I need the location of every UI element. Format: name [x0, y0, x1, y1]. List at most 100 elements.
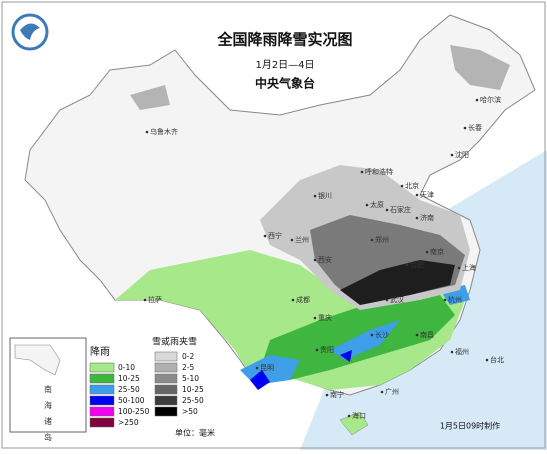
snow-swatch [154, 395, 178, 406]
title: 全国降雨降雪实况图 [216, 31, 352, 49]
city-dot [415, 216, 419, 220]
rain-swatch [89, 395, 115, 406]
snow-swatch [154, 406, 178, 417]
rain-swatch [89, 417, 115, 428]
city-label: 乌鲁木齐 [150, 127, 178, 136]
made-time: 1月5日09时制作 [440, 421, 500, 431]
city-dot [315, 348, 319, 352]
snow-swatch [154, 351, 178, 362]
unit: 单位：毫米 [175, 428, 215, 438]
city-label: 上海 [462, 263, 476, 272]
city-dot [415, 333, 419, 337]
city-label: 台北 [490, 355, 504, 364]
city-dot [380, 390, 384, 394]
city-label: 武汉 [390, 295, 404, 304]
snow-legend-title: 雪或雨夹雪 [152, 336, 197, 348]
rain-swatch [89, 373, 115, 384]
city-label: 石家庄 [390, 205, 411, 214]
snow-area-heaviest [340, 260, 455, 305]
date-range: 1月2日—4日 [255, 59, 314, 71]
inset-coast [14, 344, 61, 376]
snow-label: 5-10 [182, 374, 199, 383]
city-label: 拉萨 [148, 295, 162, 304]
city-label: 呼和浩特 [365, 167, 393, 176]
rain-swatch [89, 362, 115, 373]
city-label: 济南 [420, 213, 434, 222]
rain-label: 10-25 [118, 374, 140, 383]
city-label: 西安 [318, 255, 332, 264]
city-label: 太原 [370, 200, 384, 209]
city-label: 郑州 [375, 236, 389, 244]
city-dot [457, 266, 461, 270]
city-dot [347, 414, 351, 418]
city-dot [385, 208, 389, 212]
city-dot [385, 298, 389, 302]
city-dot [370, 333, 374, 337]
city-dot [263, 234, 267, 238]
city-label: 福州 [455, 347, 469, 356]
logo [11, 13, 49, 51]
snow-label: >50 [182, 407, 198, 416]
city-dot [450, 153, 454, 157]
snow-swatch [154, 384, 178, 395]
city-label: 南京 [430, 247, 444, 256]
city-dot [425, 250, 429, 254]
city-dot [360, 170, 364, 174]
city-label: 南昌 [420, 330, 434, 339]
rain-label: 50-100 [118, 396, 145, 405]
snow-swatch [154, 362, 178, 373]
city-dot [450, 350, 454, 354]
city-label: 成都 [296, 295, 310, 304]
city-dot [400, 184, 404, 188]
city-dot [143, 298, 147, 302]
city-label: 广州 [385, 387, 399, 396]
city-dot [291, 298, 295, 302]
rain-label: >250 [118, 418, 139, 427]
city-dot [325, 393, 329, 397]
snow-label: 2-5 [182, 363, 194, 372]
rain-legend-title: 降雨 [90, 345, 110, 358]
city-label: 兰州 [295, 235, 309, 244]
city-label: 银川 [318, 191, 332, 200]
city-dot [370, 238, 374, 242]
city-label: 哈尔滨 [480, 95, 501, 104]
city-dot [475, 98, 479, 102]
city-dot [313, 194, 317, 198]
city-dot [485, 358, 489, 362]
inset-label: 南海诸岛 [44, 384, 53, 449]
city-dot [313, 258, 317, 262]
city-label: 杭州 [448, 295, 462, 304]
city-label: 沈阳 [455, 150, 469, 159]
city-dot [255, 366, 259, 370]
snow-label: 0-2 [182, 352, 194, 361]
rain-label: 0-10 [118, 363, 135, 372]
city-label: 海口 [352, 411, 366, 420]
snow-swatch [154, 373, 178, 384]
city-label: 贵阳 [320, 345, 334, 354]
snow-label: 10-25 [182, 385, 204, 394]
rain-area-25-50 [240, 285, 470, 385]
rain-label: 25-50 [118, 385, 140, 394]
rain-swatch [89, 384, 115, 395]
city-dot [145, 130, 149, 134]
city-label: 重庆 [318, 313, 332, 322]
city-label: 长沙 [375, 330, 389, 339]
city-label: 长春 [468, 123, 482, 132]
city-dot [365, 203, 369, 207]
city-label: 天津 [420, 191, 434, 199]
snow-label: 25-50 [182, 396, 204, 405]
city-dot [415, 193, 419, 197]
city-label: 西宁 [268, 231, 282, 240]
city-dot [443, 298, 447, 302]
hainan [339, 411, 369, 436]
city-label: 合肥 [410, 260, 424, 269]
rain-area-50-100 [250, 350, 352, 390]
city-label: 南宁 [330, 390, 344, 399]
rain-label: 100-250 [118, 407, 150, 416]
city-label: 北京 [405, 181, 419, 190]
snow-area-north [130, 45, 510, 110]
city-dot [313, 316, 317, 320]
city-dot [405, 263, 409, 267]
